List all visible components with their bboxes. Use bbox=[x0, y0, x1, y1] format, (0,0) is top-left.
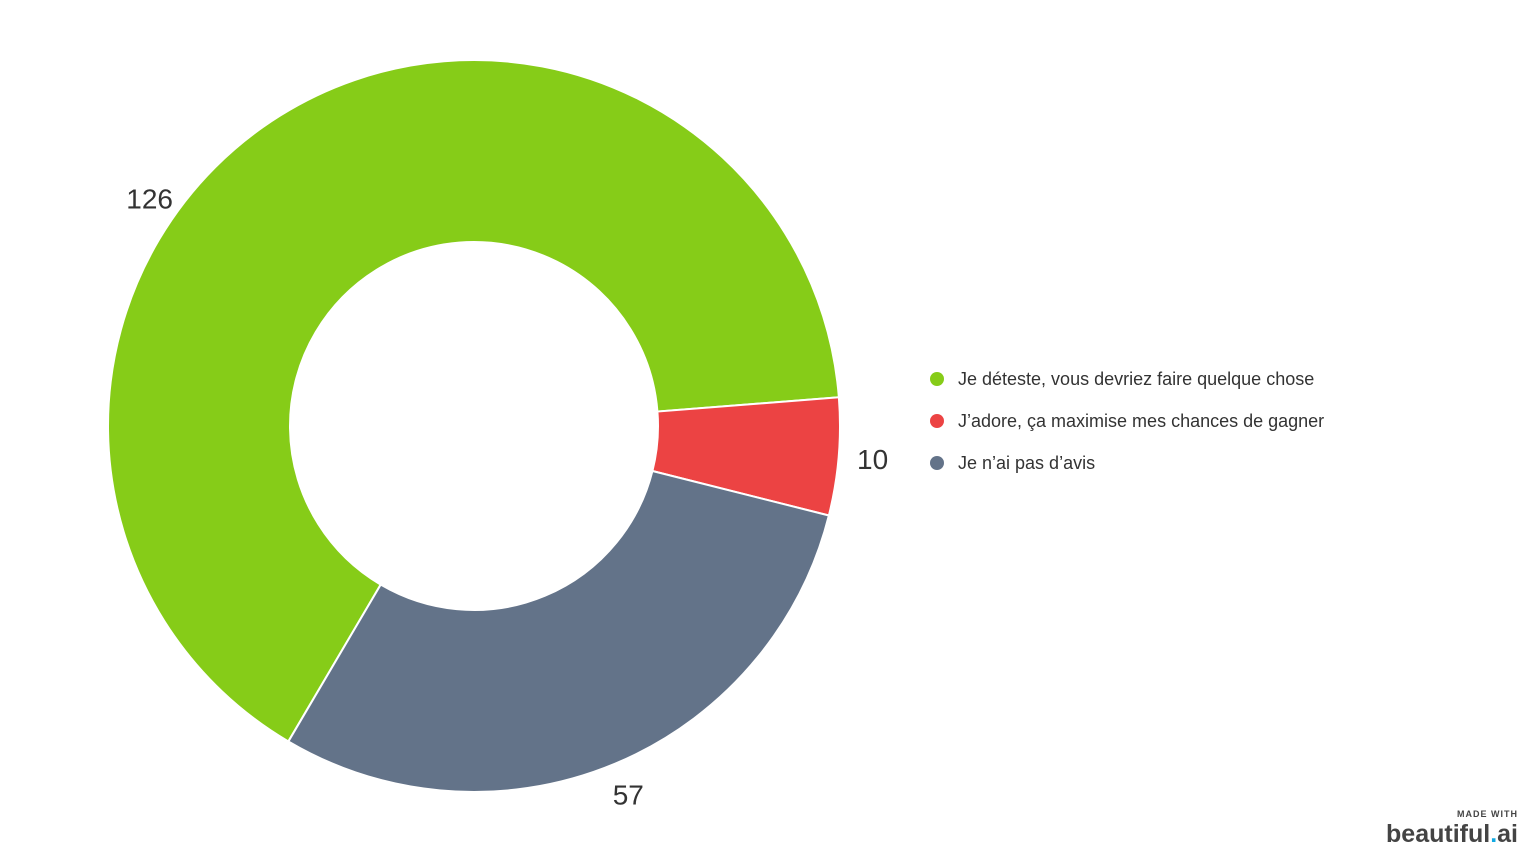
legend-item-pas-d-avis: Je n’ai pas d’avis bbox=[930, 442, 1324, 484]
brand-suffix: ai bbox=[1497, 820, 1518, 848]
legend-dot-icon bbox=[930, 456, 944, 470]
donut-value-label-adore: 10 bbox=[857, 444, 888, 475]
legend-dot-icon bbox=[930, 414, 944, 428]
legend-label: J’adore, ça maximise mes chances de gagn… bbox=[958, 410, 1325, 431]
brand-name: beautiful bbox=[1386, 820, 1491, 848]
made-with-text: MADE WITH bbox=[1457, 809, 1518, 819]
brand-logo: beautiful.ai bbox=[1386, 820, 1518, 848]
made-with-badge[interactable]: MADE WITH beautiful.ai bbox=[1386, 809, 1518, 848]
donut-slices bbox=[107, 59, 841, 793]
brand-dot: . bbox=[1490, 820, 1498, 848]
legend-item-deteste: Je déteste, vous devriez faire quelque c… bbox=[930, 358, 1324, 400]
legend-dot-icon bbox=[930, 372, 944, 386]
legend-label: Je n’ai pas d’avis bbox=[958, 452, 1096, 473]
donut-slice-deteste bbox=[107, 59, 840, 743]
donut-value-label-pas-d-avis: 57 bbox=[613, 780, 644, 811]
donut-slice-pas-d-avis bbox=[287, 469, 831, 793]
donut-value-labels: 126 10 57 bbox=[126, 183, 888, 810]
legend-item-adore: J’adore, ça maximise mes chances de gagn… bbox=[930, 400, 1324, 442]
donut-value-label-deteste: 126 bbox=[126, 183, 173, 214]
chart-legend: Je déteste, vous devriez faire quelque c… bbox=[930, 358, 1324, 484]
legend-label: Je déteste, vous devriez faire quelque c… bbox=[958, 368, 1315, 389]
